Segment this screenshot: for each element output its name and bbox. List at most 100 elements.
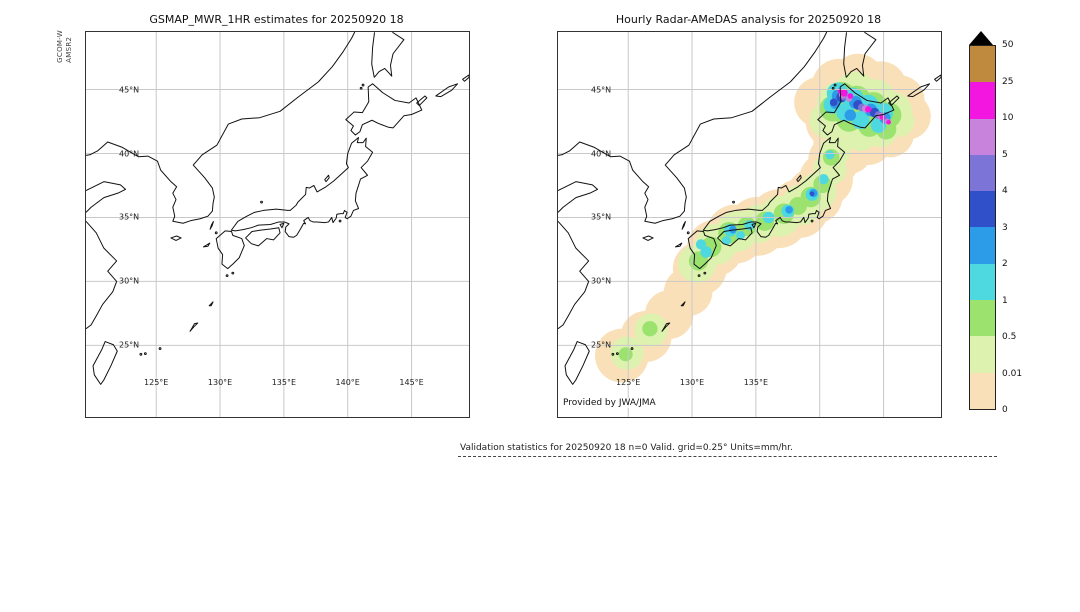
colorbar-overflow-triangle — [969, 31, 993, 45]
precip-cell — [829, 98, 838, 107]
coastline-path — [797, 175, 801, 181]
island-dot — [704, 272, 706, 274]
coastline-path — [889, 96, 899, 106]
precip-colorbar: 50 25 10 5 4 3 2 1 0.5 0.01 0 — [969, 31, 1044, 431]
precip-cell — [886, 119, 891, 125]
colorbar-segment — [970, 46, 995, 83]
longitude-tick-label: 125°E — [616, 378, 641, 387]
radar-map-panel: Provided by JWA/JMA 45°N 40°N 35°N 30°N 25°N… — [557, 31, 942, 418]
coastline-path — [681, 302, 685, 306]
coastline-path — [190, 323, 198, 331]
coastline-path — [844, 32, 876, 77]
longitude-tick-label: 140°E — [335, 378, 360, 387]
precip-cell — [825, 150, 835, 160]
radar-map-svg — [558, 32, 941, 417]
coastline-path — [417, 96, 427, 106]
colorbar-segment — [970, 191, 995, 228]
validation-stats-text: Validation statistics for 20250920 18 n=… — [460, 443, 793, 453]
coastline-path — [86, 182, 126, 213]
coastline-path — [148, 32, 355, 223]
colorbar-tick-label: 0 — [1002, 405, 1008, 415]
coastline-path — [325, 175, 329, 181]
colorbar-tick-label: 0.01 — [1002, 368, 1023, 379]
precip-cell — [700, 246, 712, 258]
colorbar-segment — [970, 227, 995, 264]
island-dot — [687, 232, 689, 234]
precip-cell — [695, 239, 707, 250]
longitude-tick-label: 130°E — [679, 378, 705, 387]
colorbar-tick-label: 50 — [1002, 40, 1014, 50]
island-dot — [631, 348, 633, 350]
coastline-path — [171, 236, 181, 240]
colorbar-segment — [970, 118, 995, 155]
colorbar-tick-label: 3 — [1002, 222, 1008, 233]
colorbar-segment — [970, 372, 995, 409]
latitude-tick-label: 25°N — [119, 340, 140, 350]
island-dot — [215, 232, 217, 234]
coastline-path — [675, 243, 681, 247]
island-dot — [232, 272, 234, 274]
coastline-path — [935, 75, 941, 81]
latitude-tick-label: 30°N — [119, 276, 140, 286]
satellite-label-line1: GCOM-W — [56, 30, 64, 63]
island-dot — [811, 220, 813, 222]
coastline-path — [818, 84, 894, 135]
island-dot — [733, 201, 735, 203]
island-dot — [362, 84, 364, 86]
gsmap-map-panel: 45°N 40°N 35°N 30°N 25°N 125°E 130°E 135°E 140°E… — [85, 31, 470, 418]
colorbar-tick-label: 4 — [1002, 186, 1008, 196]
dashed-underline — [458, 456, 997, 457]
coastline-path — [703, 138, 844, 238]
colorbar-segment — [970, 300, 995, 337]
coastline-path — [620, 32, 827, 223]
coastline-path — [203, 243, 209, 247]
precip-cell — [736, 230, 746, 240]
colorbar-tick-label: 0.5 — [1002, 332, 1017, 342]
island-dot — [140, 353, 142, 355]
longitude-tick-label: 135°E — [743, 378, 769, 387]
island-dot — [616, 353, 618, 355]
island-dot — [832, 87, 834, 89]
coastline-path — [558, 182, 598, 213]
coastline-path — [231, 138, 372, 238]
latitude-tick-label: 35°N — [119, 212, 140, 222]
coastline-path — [436, 84, 458, 97]
precip-cell — [818, 173, 829, 185]
satellite-label-line2: AMSR2 — [65, 36, 73, 63]
precip-cell — [809, 191, 815, 197]
coastline-path — [908, 84, 930, 97]
precip-cell — [851, 111, 870, 130]
coastline-path — [558, 142, 620, 157]
coastline-path — [372, 32, 404, 77]
coastline-path — [662, 323, 670, 331]
island-dot — [261, 201, 263, 203]
colorbar-segment — [970, 154, 995, 192]
coastline-path — [682, 222, 685, 230]
radar-panel-title: Hourly Radar-AMeDAS analysis for 2025092… — [615, 13, 882, 26]
precip-cell — [847, 93, 854, 99]
coastline-path — [280, 223, 284, 227]
coastline-path — [565, 342, 589, 385]
coastline-path — [210, 222, 213, 230]
colorbar-segment — [970, 263, 995, 301]
island-dot — [698, 275, 700, 277]
coastline-path — [86, 221, 117, 328]
colorbar-segment — [970, 82, 995, 119]
coastline-path — [93, 342, 117, 385]
island-dot — [226, 275, 228, 277]
latitude-tick-label: 45°N — [591, 85, 612, 95]
colorbar-tick-label: 2 — [1002, 259, 1008, 269]
gsmap-panel-title: GSMAP_MWR_1HR estimates for 20250920 18 — [149, 13, 404, 26]
coastline-path — [688, 231, 716, 269]
coastline-path — [752, 223, 756, 227]
precip-cell — [844, 109, 857, 121]
coastline-path — [246, 228, 280, 246]
coastline-path — [643, 236, 653, 240]
island-dot — [834, 84, 836, 86]
colorbar-tick-label: 10 — [1002, 113, 1014, 123]
coastline-path — [86, 142, 148, 157]
coastline-path — [346, 84, 422, 135]
precip-cell — [618, 347, 633, 362]
island-dot — [360, 87, 362, 89]
